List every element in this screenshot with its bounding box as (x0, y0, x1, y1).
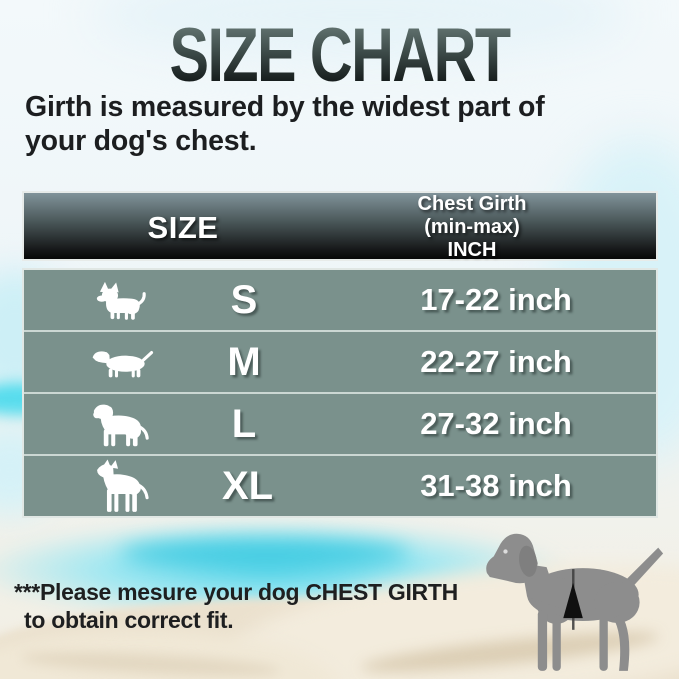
header-girth-line-2: (min-max) (424, 216, 520, 238)
header-girth-cell: Chest Girth (min-max) INCH (342, 193, 656, 262)
great-dane-dog-icon (24, 459, 222, 513)
dog-ear (519, 545, 538, 577)
header-size-cell: SIZE (147, 209, 219, 245)
table-row-s: S 17-22 inch (24, 270, 656, 330)
header-girth-line-3: INCH (447, 239, 497, 261)
dachshund-dog-icon (24, 346, 222, 379)
header-girth-line-1: Chest Girth (417, 193, 527, 215)
girth-cell: 31-38 inch (420, 468, 572, 503)
girth-cell: 22-27 inch (420, 344, 572, 379)
table-row-m: M 22-27 inch (24, 330, 656, 392)
girth-cell: 17-22 inch (420, 282, 572, 317)
subtitle-line-2: your dog's chest. (25, 125, 257, 157)
size-cell: L (231, 401, 257, 446)
sea-water-deep (120, 538, 410, 568)
girth-cell: 27-32 inch (420, 406, 572, 441)
measure-note: ***Please mesure your dog CHEST GIRTH to… (14, 579, 458, 634)
mastiff-dog-icon (24, 402, 222, 447)
subtitle: Girth is measured by the widest part of … (25, 90, 665, 158)
table-body: S 17-22 inch (22, 268, 658, 518)
page-title: SIZE CHART (75, 18, 605, 94)
dog-tail (626, 547, 664, 587)
table-row-xl: XL 31-38 inch (24, 454, 656, 516)
size-cell: M (227, 339, 261, 384)
chihuahua-dog-icon (24, 279, 222, 322)
measurement-dog-illustration (482, 522, 668, 679)
subtitle-line-1: Girth is measured by the widest part of (25, 91, 545, 123)
table-row-l: L 27-32 inch (24, 392, 656, 454)
dog-eye (503, 549, 508, 554)
measure-note-line-1: ***Please mesure your dog CHEST GIRTH (14, 579, 458, 605)
table-header: SIZE Chest Girth (min-max) INCH (22, 191, 658, 261)
size-table: SIZE Chest Girth (min-max) INCH (22, 191, 658, 518)
measure-note-line-2: to obtain correct fit. (24, 606, 234, 633)
size-cell: XL (222, 463, 274, 508)
chest-girth-arrow-icon (563, 582, 583, 619)
size-cell: S (230, 277, 258, 322)
